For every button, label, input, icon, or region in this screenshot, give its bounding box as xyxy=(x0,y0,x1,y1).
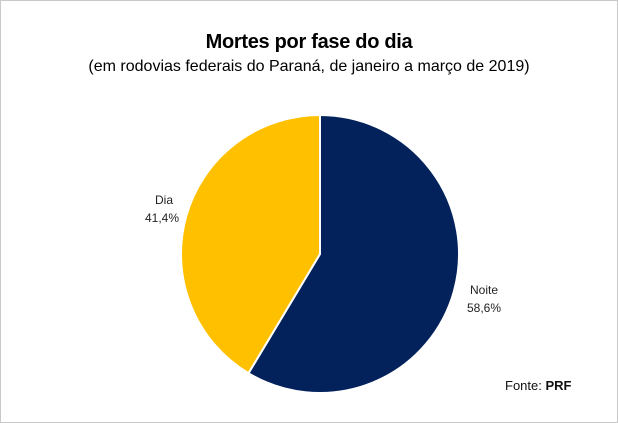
source-prefix: Fonte: xyxy=(505,378,546,393)
chart-source: Fonte: PRF xyxy=(505,378,571,393)
pie-slice-dia xyxy=(180,114,321,375)
source-name: PRF xyxy=(545,378,572,393)
slice-label-dia-value: 41,4% xyxy=(145,211,179,225)
slice-label-dia-name: Dia xyxy=(155,193,173,207)
slice-label-noite-name: Noite xyxy=(470,283,498,297)
chart-title: Mortes por fase do dia xyxy=(205,31,413,53)
slice-label-noite-value: 58,6% xyxy=(467,301,501,315)
pie-slices xyxy=(180,114,460,394)
pie-slice-noite xyxy=(247,114,460,394)
chart-subtitle: (em rodovias federais do Paraná, de jane… xyxy=(88,58,530,75)
